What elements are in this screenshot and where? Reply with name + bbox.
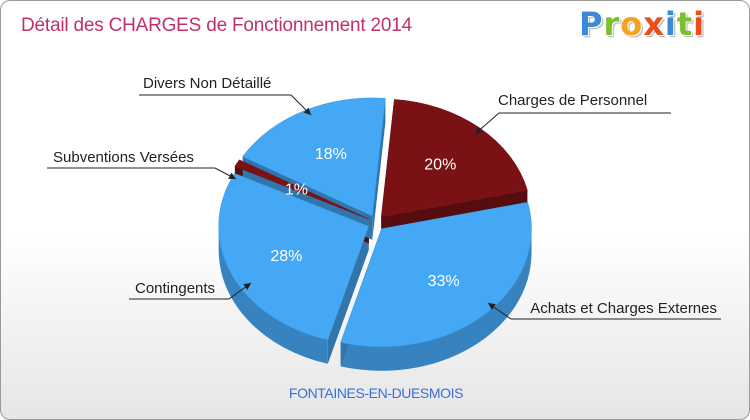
leader-line-contingents	[129, 282, 252, 300]
slice-divers-non-detaille	[242, 97, 386, 217]
slice-charges-de-personnel	[380, 99, 528, 218]
commune-name: FONTAINES-EN-DUESMOIS	[288, 385, 464, 401]
leader-line-achats-et-charges-externes	[487, 302, 721, 320]
slice-edge-divers-non-detaille-1	[372, 98, 386, 240]
slice-side-achats-et-charges-externes	[340, 228, 532, 371]
leader-line-divers-non-detaille	[139, 94, 312, 116]
pct-label-charges-de-personnel: 20%	[424, 157, 456, 174]
leader-arrow-contingents	[243, 283, 251, 290]
slice-subventions-versees	[234, 159, 370, 220]
legend-label-achats-et-charges-externes: Achats et Charges Externes	[530, 300, 717, 317]
legend-label-subventions-versees: Subventions Versées	[53, 149, 194, 166]
leader-arrow-subventions-versees	[228, 172, 236, 179]
leader-arrow-achats-et-charges-externes	[488, 303, 496, 310]
pct-label-subventions-versees: 1%	[285, 181, 308, 198]
slice-edge-contingents-0	[327, 226, 369, 364]
legend-label-contingents: Contingents	[135, 280, 215, 297]
leader-line-charges-de-personnel	[474, 112, 671, 135]
proxiti-logo: Proxiti	[579, 5, 706, 43]
legend-label-divers-non-detaille: Divers Non Détaillé	[143, 75, 271, 92]
legend-label-charges-de-personnel: Charges de Personnel	[498, 92, 647, 109]
leader-arrow-charges-de-personnel	[475, 126, 483, 134]
leader-line-subventions-versees	[47, 167, 237, 180]
slice-contingents	[218, 173, 369, 341]
pct-label-achats-et-charges-externes: 33%	[428, 273, 460, 290]
pct-label-contingents: 28%	[270, 248, 302, 265]
slice-side-contingents	[218, 226, 328, 364]
leader-arrow-divers-non-detaille	[303, 107, 311, 115]
chart-title: Détail des CHARGES de Fonctionnement 201…	[21, 15, 413, 36]
slice-achats-et-charges-externes	[340, 201, 532, 348]
pct-label-divers-non-detaille: 18%	[315, 146, 347, 163]
